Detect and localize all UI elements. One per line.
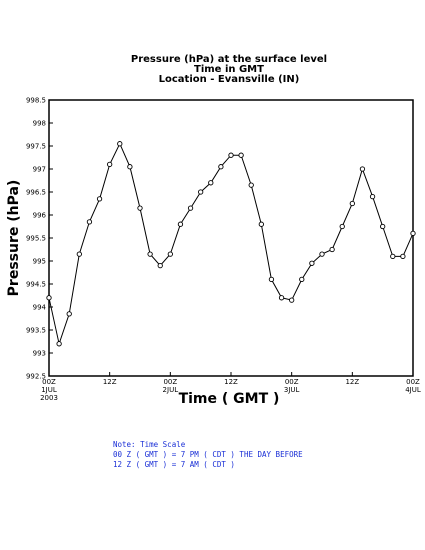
- data-point: [319, 251, 325, 257]
- data-point: [278, 295, 285, 301]
- data-point: [289, 297, 295, 303]
- data-point: [86, 219, 93, 225]
- data-point: [400, 253, 406, 260]
- data-point: [107, 161, 113, 168]
- y-tick-label: 998.5: [26, 97, 46, 105]
- plot-frame: [48, 99, 414, 377]
- data-point: [46, 295, 52, 301]
- data-point: [137, 205, 143, 211]
- y-tick-label: 993: [33, 350, 46, 358]
- data-point: [309, 260, 315, 266]
- x-tick-label: 12Z: [224, 378, 238, 386]
- data-point: [56, 341, 62, 347]
- y-axis-label: Pressure (hPa): [6, 180, 22, 297]
- data-point: [147, 251, 153, 257]
- y-axis-ticks: 992.5 993 993.5 994 994.5 995 995.5 996 996.5 997…: [26, 97, 53, 381]
- x-tick-label: 12Z: [345, 378, 359, 386]
- y-tick-label: 995.5: [26, 235, 46, 243]
- x-tick-label: 1JUL: [41, 386, 57, 394]
- x-tick-label: 00Z: [42, 378, 56, 386]
- y-tick-label: 997: [33, 166, 46, 174]
- y-tick-label: 992.5: [26, 373, 46, 381]
- chart-title-line-2: Time in GMT: [194, 64, 264, 75]
- data-point: [369, 193, 376, 200]
- data-point: [177, 221, 184, 227]
- data-point: [248, 182, 254, 188]
- data-point: [390, 253, 396, 260]
- data-point: [359, 166, 366, 172]
- data-point: [380, 223, 386, 230]
- x-tick-label: 12Z: [103, 378, 117, 386]
- data-point: [157, 262, 163, 269]
- note-line-2: 00 Z ( GMT ) = 7 PM ( CDT ) THE DAY BEFO…: [113, 450, 303, 459]
- note-line-1: Note: Time Scale: [113, 440, 186, 449]
- x-tick-label: 2003: [40, 394, 58, 402]
- data-point: [187, 205, 194, 211]
- x-tick-label: 00Z: [163, 378, 177, 386]
- y-tick-label: 996: [33, 212, 47, 220]
- x-tick-label: 4JUL: [405, 386, 421, 394]
- data-point: [117, 141, 123, 147]
- data-point: [228, 152, 234, 158]
- chart-title-line-3: Location - Evansville (IN): [159, 74, 300, 85]
- y-tick-label: 995: [33, 258, 46, 266]
- chart-title-line-1: Pressure (hPa) at the surface level: [131, 54, 327, 65]
- data-point: [218, 164, 224, 170]
- y-tick-label: 996.5: [26, 189, 46, 197]
- pressure-series-line: [48, 142, 414, 346]
- y-tick-label: 997.5: [26, 143, 46, 151]
- data-point: [238, 152, 244, 158]
- x-tick-label: 3JUL: [284, 386, 300, 394]
- y-tick-label: 993.5: [26, 327, 46, 335]
- data-point: [66, 311, 72, 317]
- y-tick-label: 994.5: [26, 281, 46, 289]
- data-point: [96, 196, 103, 202]
- y-tick-label: 998: [33, 120, 46, 128]
- data-point: [167, 251, 173, 257]
- x-tick-label: 00Z: [406, 378, 420, 386]
- pressure-series-points: [46, 141, 416, 347]
- data-point: [410, 230, 416, 237]
- data-point: [127, 164, 133, 170]
- x-axis-label: Time ( GMT ): [179, 391, 280, 407]
- data-point: [339, 223, 345, 230]
- data-point: [268, 276, 275, 283]
- data-point: [76, 251, 82, 257]
- data-point: [299, 276, 305, 283]
- data-point: [198, 189, 204, 195]
- data-point: [258, 221, 264, 227]
- data-point: [349, 200, 355, 207]
- x-tick-label: 2JUL: [163, 386, 179, 394]
- data-point: [329, 246, 335, 253]
- data-point: [208, 180, 214, 186]
- note-line-3: 12 Z ( GMT ) = 7 AM ( CDT ): [113, 460, 235, 469]
- y-tick-label: 994: [33, 304, 47, 312]
- x-tick-label: 00Z: [285, 378, 299, 386]
